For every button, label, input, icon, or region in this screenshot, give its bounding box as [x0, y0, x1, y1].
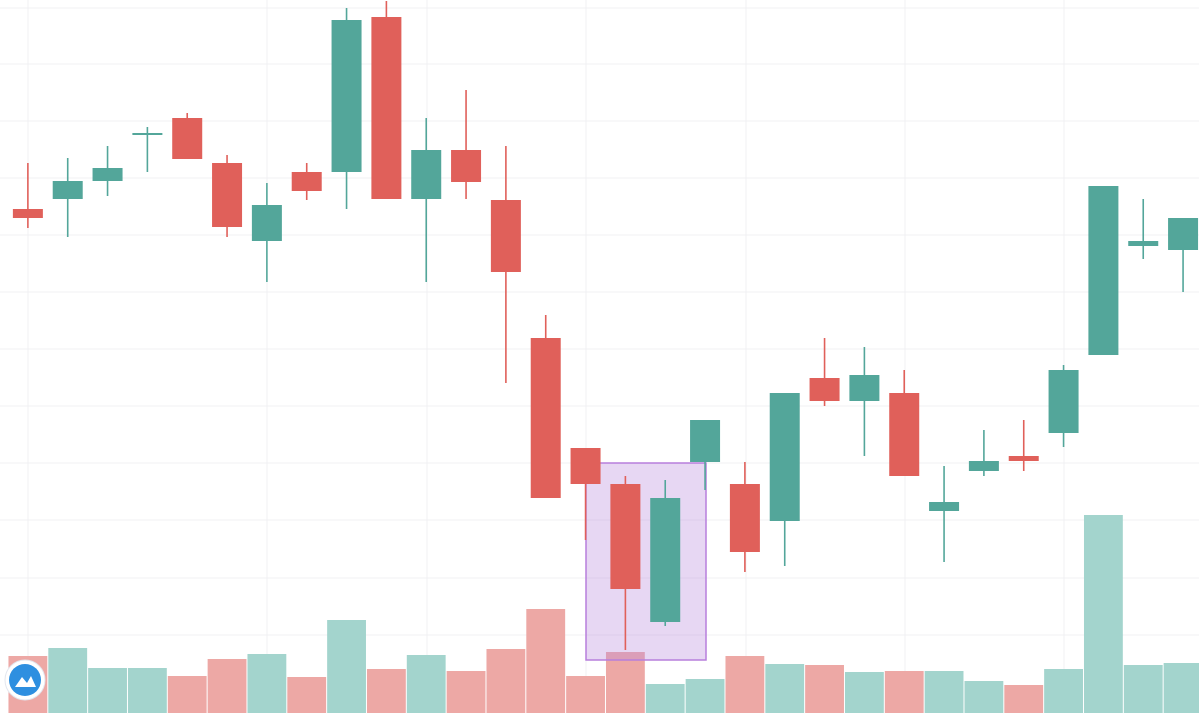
- candle-body: [690, 420, 721, 462]
- volume-bar: [645, 684, 685, 713]
- volume-bar: [207, 659, 247, 713]
- volume-bar: [327, 620, 366, 713]
- candle-body: [331, 20, 362, 172]
- candle-body: [570, 448, 601, 484]
- volume-bar: [247, 654, 287, 713]
- candles: [12, 1, 1199, 650]
- volume-bar: [765, 664, 805, 713]
- candle-body: [451, 150, 482, 182]
- grid: [0, 7, 1199, 636]
- candle-body: [1048, 370, 1079, 433]
- volume-bar: [406, 655, 446, 713]
- candle-body: [968, 461, 999, 471]
- volume-bar: [685, 679, 725, 713]
- volume-bar: [1044, 669, 1083, 713]
- volume-bar: [526, 609, 566, 713]
- volume-bar: [88, 668, 127, 713]
- volume-bar: [924, 671, 964, 713]
- selection-box[interactable]: [585, 462, 707, 661]
- volume-bar: [366, 669, 406, 713]
- candle-body: [729, 484, 760, 552]
- candle-body: [92, 168, 123, 181]
- candle-body: [650, 498, 681, 622]
- candle-body: [889, 393, 920, 476]
- candle-body: [212, 163, 243, 227]
- volume-bar: [167, 676, 207, 713]
- candle-body: [132, 133, 163, 135]
- volume-bar: [725, 656, 765, 713]
- volume-bar: [964, 681, 1004, 713]
- candle-body: [52, 181, 83, 199]
- volume-bar: [844, 672, 884, 713]
- volume-bar: [605, 652, 645, 713]
- logo[interactable]: [4, 659, 46, 701]
- candle-body: [1088, 186, 1119, 355]
- volume-bar: [1004, 685, 1044, 713]
- volume-bar: [1163, 663, 1199, 713]
- candle-body: [490, 200, 521, 272]
- volume-bar: [127, 668, 167, 713]
- candle-body: [809, 378, 840, 401]
- candle-body: [1128, 241, 1159, 246]
- volume-bar: [446, 671, 486, 713]
- candle-body: [172, 118, 203, 159]
- volume-bar: [287, 677, 327, 713]
- candle-body: [12, 209, 43, 218]
- volume-bars: [8, 515, 1199, 713]
- volume-bar: [48, 648, 88, 713]
- candle-body: [769, 393, 800, 521]
- candle-body: [610, 484, 641, 589]
- candle-body: [411, 150, 442, 199]
- volume-bar: [486, 649, 526, 713]
- candle-body: [929, 502, 960, 511]
- volume-bar: [566, 676, 605, 713]
- volume-bar: [884, 671, 924, 713]
- volume-bar: [805, 665, 844, 713]
- candle-body: [251, 205, 282, 241]
- candle-body: [530, 338, 561, 498]
- candle-body: [291, 172, 322, 191]
- candle-body: [849, 375, 880, 401]
- candle-body: [371, 17, 402, 199]
- volume-bar: [1083, 515, 1123, 713]
- candle-body: [1008, 456, 1039, 461]
- candle-body: [1168, 218, 1199, 250]
- volume-bar: [1123, 665, 1163, 713]
